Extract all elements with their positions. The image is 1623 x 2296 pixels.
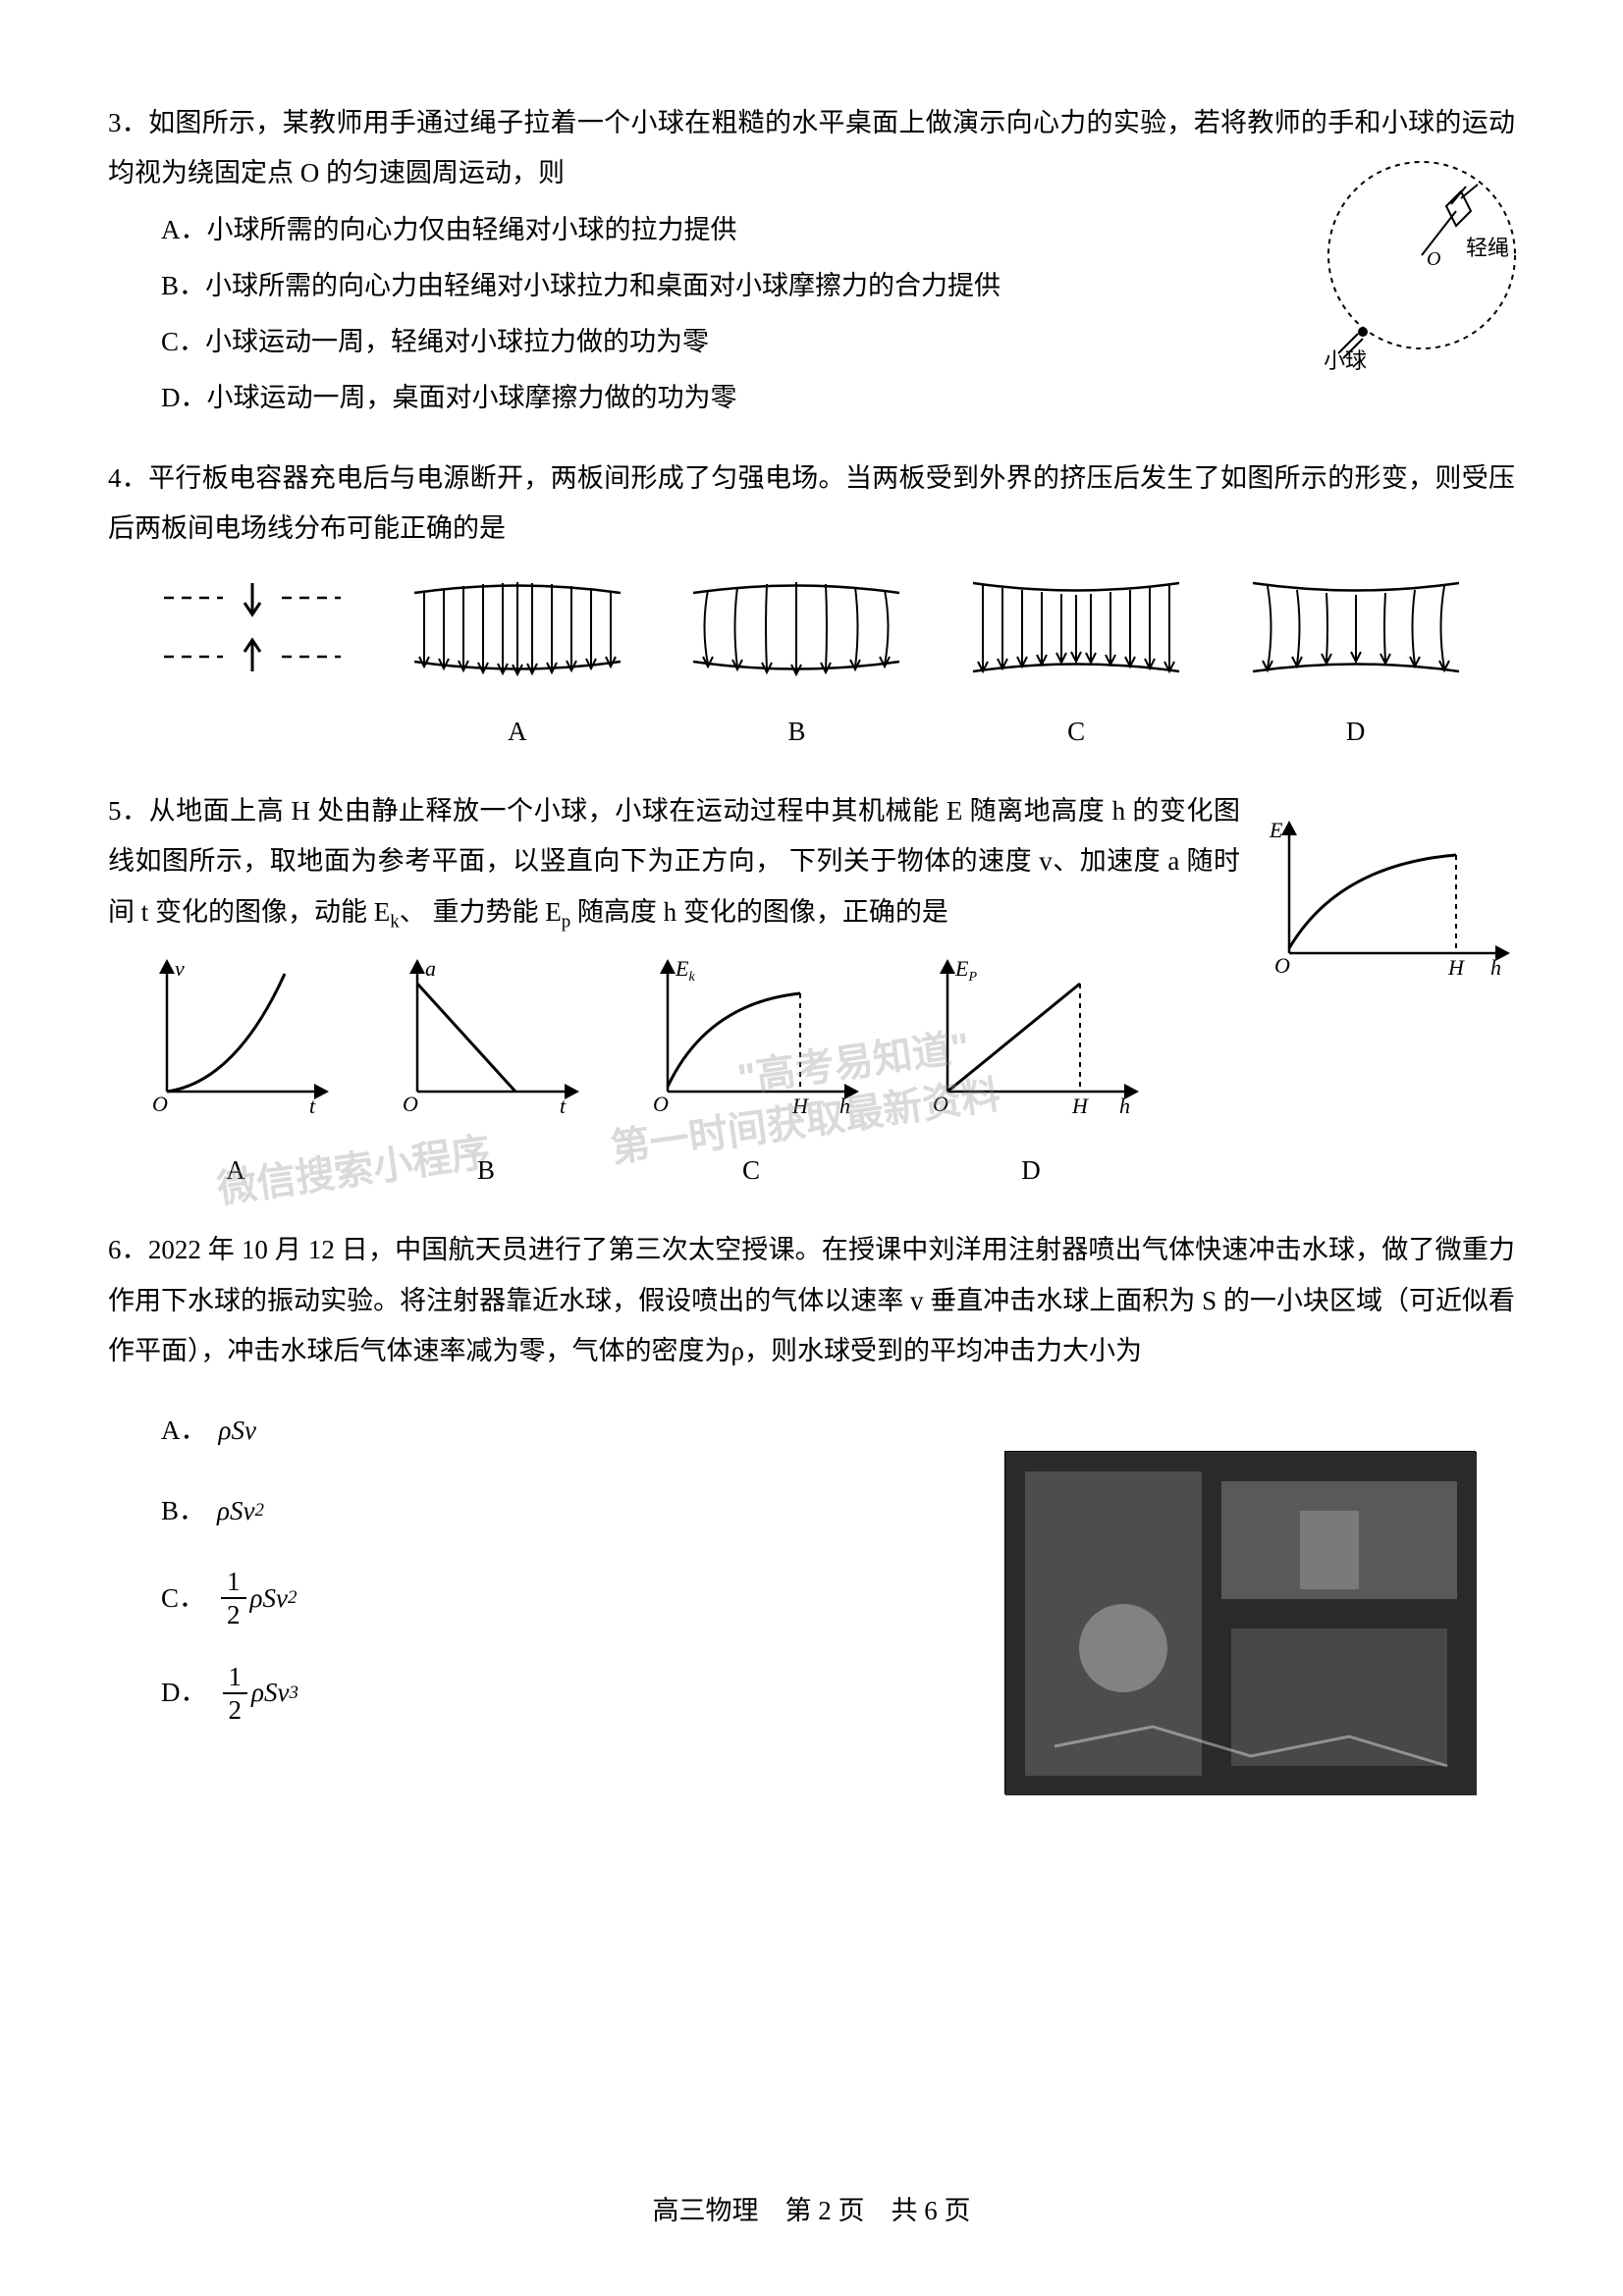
question-6: 6．2022 年 10 月 12 日，中国航天员进行了第三次太空授课。在授课中刘… [108,1225,1515,1726]
q5-diagram-a: v O t A [137,954,334,1197]
q5-label-b: B [388,1146,584,1196]
q3-option-d: D．小球运动一周，桌面对小球摩擦力做的功为零 [108,373,1515,423]
q6-d-label: D． [161,1668,207,1718]
q3-option-c: C．小球运动一周，轻绳对小球拉力做的功为零 [108,317,1515,367]
svg-text:H: H [791,1094,809,1118]
question-5: 5．从地面上高 H 处由静止释放一个小球，小球在运动过程中其机械能 E 随离地高… [108,786,1515,1197]
q5-label-d: D [918,1146,1144,1196]
q5-number: 5． [108,796,149,826]
svg-text:O: O [1427,248,1440,270]
svg-text:h: h [1119,1094,1130,1118]
q3-text: 3．如图所示，某教师用手通过绳子拉着一个小球在粗糙的水平桌面上做演示向心力的实验… [108,98,1515,199]
q5-label-c: C [638,1146,864,1196]
q6-c-sup: 2 [288,1580,297,1616]
q5-body3e: 随高度 h 变化的图像，正确的是 [570,897,948,927]
svg-text:小球: 小球 [1324,348,1367,373]
q6-b-sup: 2 [254,1493,263,1528]
q3-diagram: O 轻绳 小球 [1309,157,1535,373]
q4-diagram-a: A [405,573,630,757]
q6-b-formula: ρSv [217,1486,254,1536]
q4-text: 4．平行板电容器充电后与电源断开，两板间形成了匀强电场。当两板受到外界的挤压后发… [108,454,1515,555]
q4-diagram-b: B [683,573,909,757]
question-4: 4．平行板电容器充电后与电源断开，两板间形成了匀强电场。当两板受到外界的挤压后发… [108,454,1515,757]
svg-text:H: H [1071,1094,1089,1118]
svg-text:H: H [1447,955,1465,980]
svg-text:E: E [1269,818,1283,842]
svg-text:O: O [152,1092,168,1116]
q5-eh-diagram: E O H h [1260,816,1515,983]
q5-diagram-c: Ek O H h C [638,954,864,1197]
svg-text:t: t [560,1094,567,1118]
q4-body: 平行板电容器充电后与电源断开，两板间形成了匀强电场。当两板受到外界的挤压后发生了… [108,463,1515,543]
q6-d-sup: 3 [289,1676,298,1711]
svg-text:t: t [309,1094,316,1118]
q6-number: 6． [108,1235,148,1264]
q4-diagram-initial [154,573,351,757]
svg-text:h: h [839,1094,850,1118]
svg-text:EP: EP [954,956,977,985]
q6-c-label: C． [161,1574,205,1624]
q5-body2e: 、 [400,897,426,927]
svg-text:O: O [403,1092,418,1116]
svg-text:h: h [1490,955,1501,980]
q5-diagram-d: EP O H h D [918,954,1144,1197]
q6-a-formula: ρSv [219,1406,256,1456]
q3-option-a: A．小球所需的向心力仅由轻绳对小球的拉力提供 [108,205,1515,255]
q4-diagram-d: D [1243,573,1469,757]
q3-body: 如图所示，某教师用手通过绳子拉着一个小球在粗糙的水平桌面上做演示向心力的实验，若… [108,108,1515,187]
q6-b-label: B． [161,1486,205,1536]
q5-diagrams-row: v O t A a O t B [108,954,1515,1197]
q4-diagrams-row: A B [108,573,1515,757]
q6-a-label: A． [161,1406,207,1456]
q4-diagram-c: C [963,573,1189,757]
q6-body: 2022 年 10 月 12 日，中国航天员进行了第三次太空授课。在授课中刘洋用… [108,1235,1515,1365]
q6-option-a: A． ρSv [108,1406,1515,1456]
q6-d-den: 2 [223,1694,248,1726]
q6-c-fraction: 1 2 [221,1566,246,1631]
q4-number: 4． [108,463,148,493]
q6-d-fraction: 1 2 [223,1661,248,1727]
svg-text:O: O [653,1092,669,1116]
q6-c-formula: ρSv [250,1574,288,1624]
q5-label-a: A [137,1146,334,1196]
q5-sub1: k [390,911,399,932]
q6-c-den: 2 [221,1599,246,1630]
q3-option-b: B．小球所需的向心力由轻绳对小球拉力和桌面对小球摩擦力的合力提供 [108,261,1515,311]
svg-text:O: O [933,1092,948,1116]
q5-sub2: p [562,911,570,932]
q6-d-num: 1 [223,1661,248,1694]
q4-label-b: B [683,707,909,757]
svg-text:a: a [425,956,436,981]
q6-d-formula: ρSv [251,1668,289,1718]
q5-diagram-b: a O t B [388,954,584,1197]
q4-label-d: D [1243,707,1469,757]
q4-label-blank [154,707,351,757]
q5-body3: 重力势能 E [432,897,561,927]
q3-number: 3． [108,108,148,137]
svg-text:O: O [1274,953,1290,978]
svg-text:轻绳: 轻绳 [1466,236,1509,260]
q6-text: 6．2022 年 10 月 12 日，中国航天员进行了第三次太空授课。在授课中刘… [108,1225,1515,1376]
q4-label-a: A [405,707,630,757]
q6-photo [1004,1451,1476,1794]
page-footer: 高三物理 第 2 页 共 6 页 [0,2189,1623,2227]
q4-label-c: C [963,707,1189,757]
svg-text:Ek: Ek [675,956,695,985]
q6-c-num: 1 [221,1566,246,1599]
svg-text:v: v [175,956,185,981]
question-3: 3．如图所示，某教师用手通过绳子拉着一个小球在粗糙的水平桌面上做演示向心力的实验… [108,98,1515,424]
